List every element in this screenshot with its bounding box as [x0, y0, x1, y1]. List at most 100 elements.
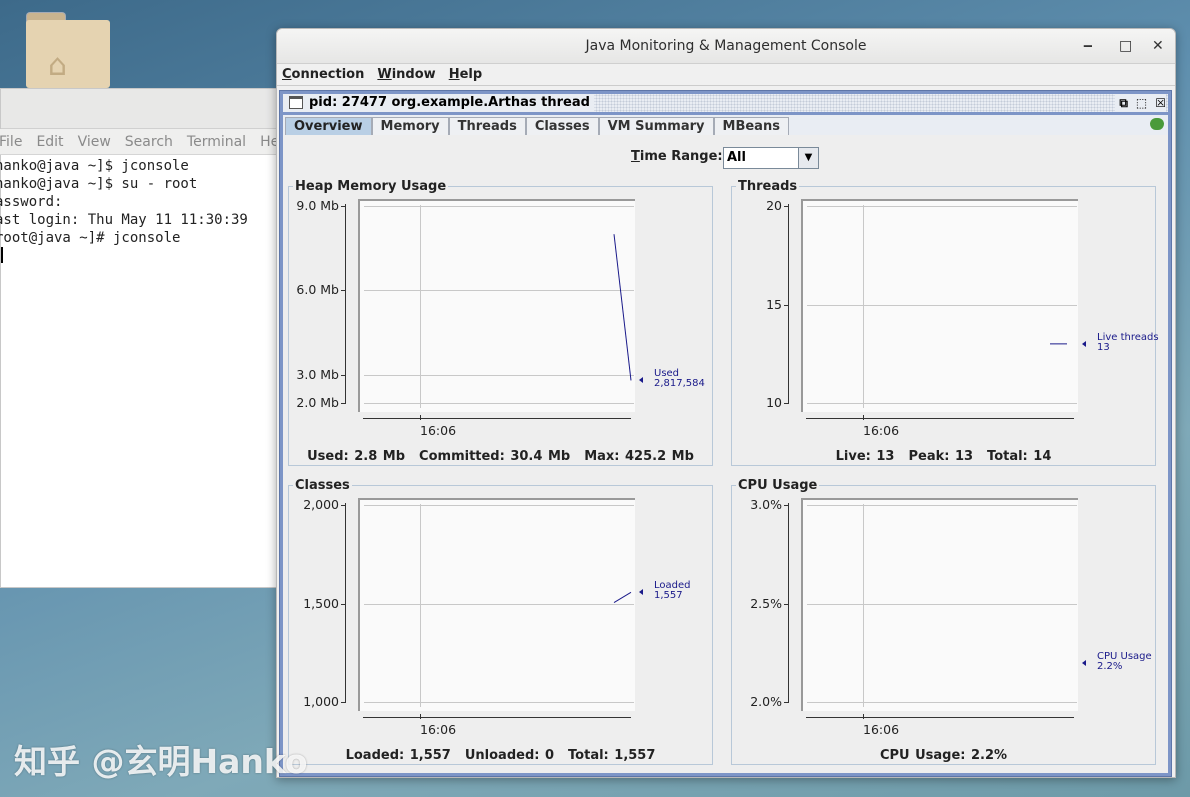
close-frame-icon[interactable]: ☒	[1155, 96, 1166, 110]
maximize-frame-icon[interactable]: ⬚	[1135, 96, 1148, 110]
plot-area	[358, 199, 635, 412]
chevron-down-icon[interactable]: ▼	[798, 148, 818, 168]
panel-title: Heap Memory Usage	[293, 179, 449, 194]
y-axis	[788, 503, 789, 703]
x-axis	[363, 717, 631, 718]
tab-mbeans[interactable]: MBeans	[713, 117, 789, 135]
series-marker	[1082, 340, 1086, 347]
y-tick-label: 6.0 Mb	[296, 282, 339, 298]
tab-vm-summary[interactable]: VM Summary	[598, 117, 714, 135]
panel-summary: CPU Usage: 2.2%	[732, 748, 1155, 763]
series-label: Live threads 13	[1097, 331, 1159, 353]
terminal-menu-search[interactable]: Search	[124, 134, 173, 150]
tab-bar: Overview Memory Threads Classes VM Summa…	[283, 115, 1168, 135]
time-range-value: All	[727, 150, 746, 165]
series-latest-value: 2,817,584	[654, 378, 705, 390]
summary-item: Used: 2.8 Mb	[307, 449, 406, 464]
series-segment	[613, 591, 632, 603]
tab-overview[interactable]: Overview	[285, 117, 372, 135]
vertical-gridline	[420, 504, 421, 707]
y-tick-label: 10	[766, 395, 782, 410]
horizontal-gridline	[364, 290, 634, 292]
horizontal-gridline	[364, 702, 634, 703]
y-axis	[788, 204, 789, 404]
x-tick-mark	[863, 415, 864, 420]
iconify-icon[interactable]: ⧉	[1119, 96, 1128, 110]
time-range-label: Time Range:	[631, 149, 723, 164]
series-name: Live threads	[1097, 331, 1159, 343]
panel-summary: Used: 2.8 Mb Committed: 30.4 Mb Max: 425.2…	[289, 449, 712, 464]
maximize-button[interactable]: □	[1119, 38, 1133, 54]
horizontal-gridline	[364, 603, 634, 605]
terminal-menu-file[interactable]: File	[0, 134, 23, 150]
horizontal-gridline	[807, 403, 1077, 404]
series-latest-value: 2.2%	[1097, 660, 1123, 672]
y-tick-label: 2.0 Mb	[296, 395, 339, 410]
terminal-menu-terminal[interactable]: Terminal	[186, 134, 247, 150]
panel-summary: Live: 13 Peak: 13 Total: 14	[732, 449, 1155, 464]
x-tick-label: 16:06	[863, 722, 900, 737]
home-folder-icon[interactable]: ⌂	[26, 10, 110, 88]
internal-frame-title: pid: 27477 org.example.Arthas thread	[309, 95, 590, 110]
terminal-output[interactable]: hanko@java ~]$ jconsole hanko@java ~]$ su…	[0, 155, 279, 268]
y-tick-mark	[341, 603, 346, 605]
y-tick-label: 1,500	[303, 595, 339, 611]
menu-help[interactable]: Help	[448, 67, 483, 82]
x-tick-mark	[420, 714, 421, 719]
y-tick-mark	[341, 206, 346, 207]
tab-threads[interactable]: Threads	[448, 117, 526, 135]
y-tick-label: 3.0%	[750, 497, 782, 512]
menu-connection[interactable]: Connection	[282, 67, 365, 82]
y-tick-label: 9.0 Mb	[296, 198, 339, 213]
vertical-gridline	[863, 504, 864, 707]
summary-item: Loaded: 1,557	[345, 748, 451, 763]
terminal-menu-edit[interactable]: Edit	[36, 134, 64, 150]
terminal-window[interactable]: File Edit View Search Terminal He hanko@…	[0, 88, 280, 588]
panel-title: Threads	[736, 179, 800, 194]
jconsole-window: Java Monitoring & Management Console ‒ □…	[276, 28, 1176, 778]
close-button[interactable]: ✕	[1152, 38, 1164, 54]
frame-icon	[289, 96, 303, 109]
y-tick-label: 2.5%	[750, 595, 782, 611]
y-axis	[345, 204, 346, 404]
series-latest-value: 1,557	[654, 590, 683, 602]
x-axis	[363, 418, 631, 419]
y-tick-label: 15	[766, 296, 782, 312]
threads-panel: Threads 20 15 10 16:06 Live threads 13 Live: 13…	[731, 179, 1159, 466]
tab-classes[interactable]: Classes	[525, 117, 599, 135]
series-name: Used	[654, 368, 680, 380]
horizontal-gridline	[807, 603, 1077, 605]
summary-item: Live: 13	[835, 449, 895, 464]
series-name: CPU Usage	[1097, 650, 1152, 662]
horizontal-gridline	[807, 206, 1077, 207]
minimize-button[interactable]: ‒	[1083, 38, 1093, 54]
horizontal-gridline	[364, 403, 634, 404]
time-range-select[interactable]: All ▼	[723, 147, 819, 169]
y-tick-mark	[784, 206, 789, 207]
terminal-header	[1, 89, 279, 129]
y-tick-label: 20	[766, 198, 782, 213]
terminal-line: hanko@java ~]$ jconsole	[0, 158, 189, 174]
window-titlebar[interactable]: Java Monitoring & Management Console ‒ □…	[277, 29, 1175, 64]
series-latest-value: 13	[1097, 341, 1110, 353]
y-tick-mark	[341, 505, 346, 506]
text-cursor	[1, 247, 3, 263]
x-tick-label: 16:06	[863, 423, 900, 438]
series-marker	[639, 589, 643, 596]
terminal-menu-view[interactable]: View	[77, 134, 111, 150]
tab-memory[interactable]: Memory	[371, 117, 449, 135]
y-tick-mark	[341, 290, 346, 292]
terminal-menu: File Edit View Search Terminal He	[0, 129, 279, 155]
summary-item: Peak: 13	[908, 449, 974, 464]
horizontal-gridline	[807, 304, 1077, 306]
summary-item: Total: 1,557	[568, 748, 656, 763]
series-label: CPU Usage 2.2%	[1097, 650, 1152, 672]
watermark: 知乎 @玄明Hanko	[14, 742, 308, 781]
y-tick-mark	[341, 403, 346, 404]
internal-frame-titlebar[interactable]: pid: 27477 org.example.Arthas thread ⧉ ⬚…	[283, 94, 1168, 112]
series-line	[613, 591, 632, 603]
overview-content: Time Range: All ▼ Heap Memory Usage 9.0 Mb…	[283, 135, 1168, 773]
menu-window[interactable]: Window	[377, 67, 436, 82]
horizontal-gridline	[364, 505, 634, 506]
terminal-menu-help[interactable]: He	[260, 134, 279, 150]
